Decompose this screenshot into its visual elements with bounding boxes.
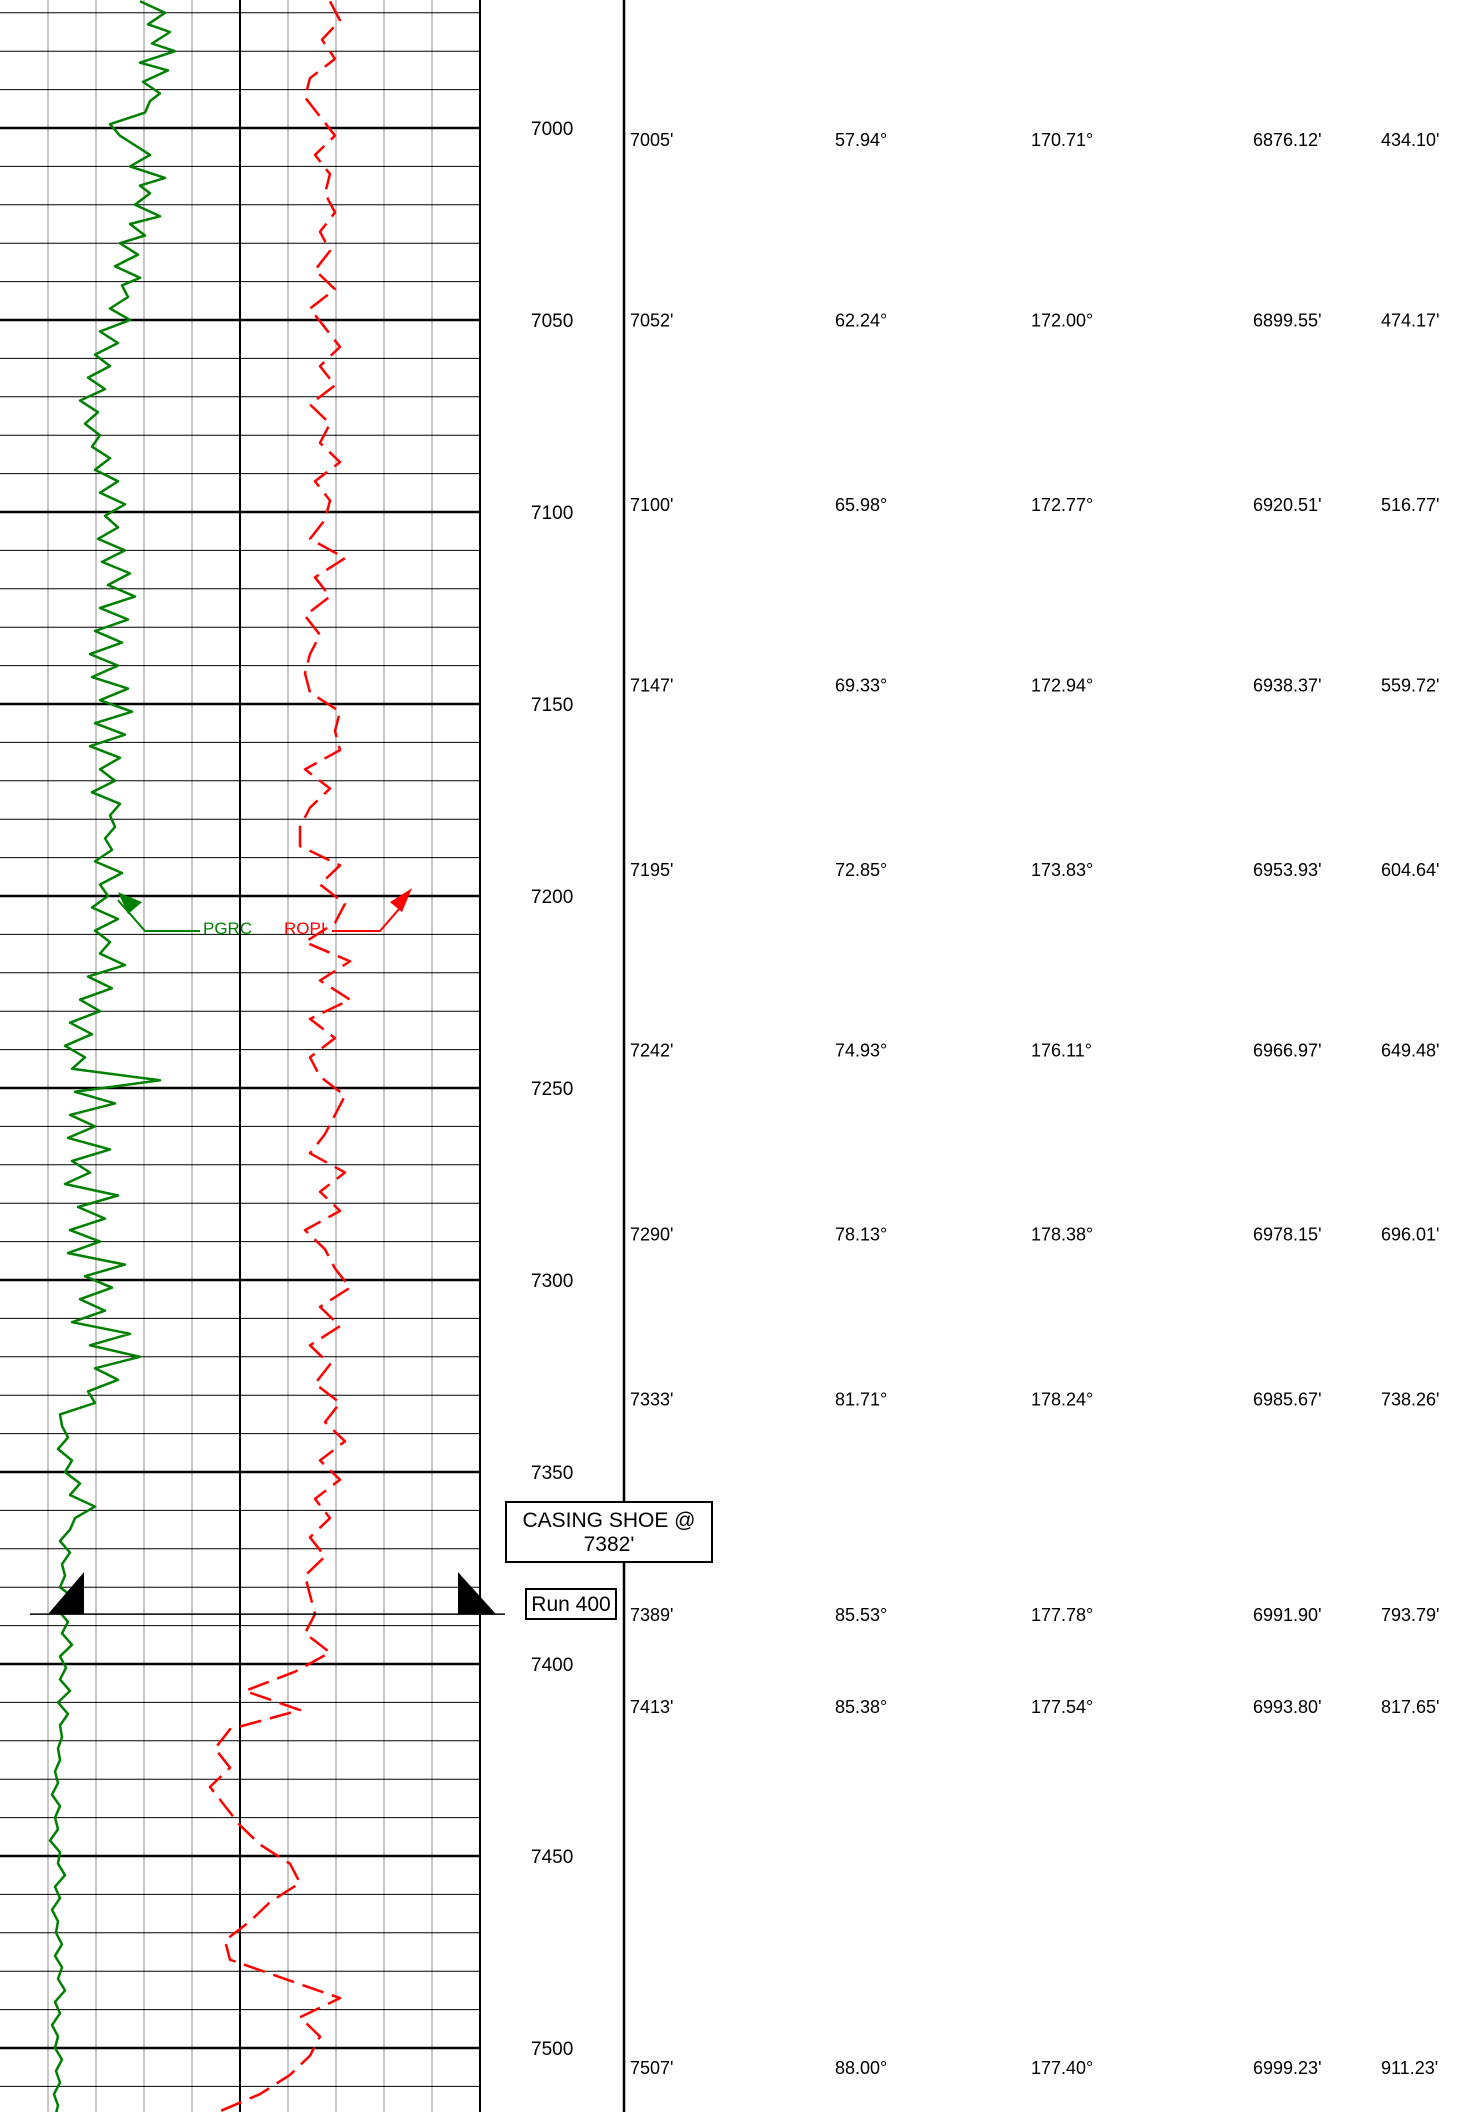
depth-tick-label: 7250 bbox=[531, 1079, 573, 1100]
survey-azi: 172.94° bbox=[1031, 675, 1093, 695]
casing-shoe-label-line2: 7382' bbox=[584, 1533, 635, 1556]
survey-inc: 88.00° bbox=[835, 2058, 887, 2078]
ropi-leader-line bbox=[332, 901, 406, 932]
survey-md: 7333' bbox=[630, 1390, 673, 1410]
survey-azi: 177.54° bbox=[1031, 1697, 1093, 1717]
survey-tvd: 6876.12' bbox=[1253, 130, 1322, 150]
ropi-label: ROPI bbox=[284, 919, 326, 938]
survey-inc: 85.53° bbox=[835, 1605, 887, 1625]
depth-tick-label: 7000 bbox=[531, 119, 573, 140]
pgrc-label: PGRC bbox=[203, 919, 252, 938]
survey-md: 7389' bbox=[630, 1605, 673, 1625]
survey-tvd: 6991.90' bbox=[1253, 1605, 1322, 1625]
survey-azi: 172.00° bbox=[1031, 311, 1093, 331]
survey-inc: 74.93° bbox=[835, 1040, 887, 1060]
survey-vs: 649.48' bbox=[1381, 1040, 1440, 1060]
survey-vs: 738.26' bbox=[1381, 1390, 1440, 1410]
survey-tvd: 6978.15' bbox=[1253, 1225, 1322, 1245]
survey-inc: 65.98° bbox=[835, 495, 887, 515]
survey-vs: 516.77' bbox=[1381, 495, 1440, 515]
depth-tick-label: 7450 bbox=[531, 1847, 573, 1868]
run-marker-right-triangle bbox=[458, 1572, 496, 1615]
survey-tvd: 6985.67' bbox=[1253, 1390, 1322, 1410]
survey-azi: 176.11° bbox=[1031, 1040, 1092, 1060]
depth-tick-label: 7150 bbox=[531, 695, 573, 716]
survey-inc: 72.85° bbox=[835, 860, 887, 880]
survey-inc: 78.13° bbox=[835, 1225, 887, 1245]
depth-track: 7000 7050 7100 7150 7200 7250 7300 7350 7400 7450… bbox=[531, 119, 573, 2060]
log-curves bbox=[48, 0, 352, 2112]
survey-tvd: 6938.37' bbox=[1253, 675, 1322, 695]
survey-tvd: 6953.93' bbox=[1253, 860, 1322, 880]
survey-azi: 173.83° bbox=[1031, 860, 1093, 880]
survey-md: 7242' bbox=[630, 1040, 673, 1060]
survey-md: 7100' bbox=[630, 495, 673, 515]
survey-inc: 81.71° bbox=[835, 1390, 887, 1410]
log-annotations: PGRC ROPI CASING SHOE @ 7382' Run 400 bbox=[30, 888, 713, 1620]
run-label-box bbox=[525, 1588, 617, 1620]
survey-azi: 172.77° bbox=[1031, 495, 1093, 515]
survey-inc: 85.38° bbox=[835, 1697, 887, 1717]
casing-shoe-label-line1: CASING SHOE @ bbox=[522, 1509, 695, 1532]
run-marker-left-triangle bbox=[48, 1572, 84, 1615]
survey-tvd: 6899.55' bbox=[1253, 311, 1322, 331]
ropi-arrow-head bbox=[390, 888, 412, 913]
survey-md: 7413' bbox=[630, 1697, 673, 1717]
depth-tick-label: 7400 bbox=[531, 1655, 573, 1676]
survey-inc: 69.33° bbox=[835, 675, 887, 695]
survey-track: 7005' 57.94° 170.71° 6876.12' 434.10' 7052' 62… bbox=[630, 130, 1440, 2078]
survey-tvd: 6966.97' bbox=[1253, 1040, 1322, 1060]
survey-md: 7147' bbox=[630, 675, 673, 695]
survey-md: 7507' bbox=[630, 2058, 673, 2078]
survey-azi: 178.24° bbox=[1031, 1390, 1093, 1410]
casing-shoe-box bbox=[505, 1501, 713, 1563]
depth-tick-label: 7300 bbox=[531, 1271, 573, 1292]
survey-vs: 434.10' bbox=[1381, 130, 1440, 150]
survey-azi: 170.71° bbox=[1031, 130, 1093, 150]
survey-md: 7195' bbox=[630, 860, 673, 880]
survey-md: 7005' bbox=[630, 130, 673, 150]
survey-md: 7052' bbox=[630, 311, 673, 331]
survey-vs: 696.01' bbox=[1381, 1225, 1440, 1245]
log-grid bbox=[0, 0, 626, 2112]
survey-inc: 57.94° bbox=[835, 130, 887, 150]
survey-tvd: 6920.51' bbox=[1253, 495, 1322, 515]
survey-vs: 911.23' bbox=[1381, 2058, 1438, 2078]
depth-tick-label: 7500 bbox=[531, 2039, 573, 2060]
survey-vs: 474.17' bbox=[1381, 311, 1440, 331]
survey-vs: 559.72' bbox=[1381, 675, 1440, 695]
survey-azi: 178.38° bbox=[1031, 1225, 1093, 1245]
survey-md: 7290' bbox=[630, 1225, 673, 1245]
survey-azi: 177.40° bbox=[1031, 2058, 1093, 2078]
depth-tick-label: 7100 bbox=[531, 503, 573, 524]
survey-vs: 604.64' bbox=[1381, 860, 1440, 880]
run-label: Run 400 bbox=[531, 1593, 610, 1616]
depth-tick-label: 7350 bbox=[531, 1463, 573, 1484]
survey-tvd: 6999.23' bbox=[1253, 2058, 1322, 2078]
survey-tvd: 6993.80' bbox=[1253, 1697, 1322, 1717]
survey-azi: 177.78° bbox=[1031, 1605, 1093, 1625]
depth-tick-label: 7200 bbox=[531, 887, 573, 908]
curve-pgrc bbox=[48, 0, 177, 2112]
survey-vs: 817.65' bbox=[1381, 1697, 1440, 1717]
curve-ropi bbox=[208, 0, 352, 2112]
pgrc-arrow-head bbox=[118, 892, 142, 915]
depth-tick-label: 7050 bbox=[531, 311, 573, 332]
survey-inc: 62.24° bbox=[835, 311, 887, 331]
survey-vs: 793.79' bbox=[1381, 1605, 1440, 1625]
